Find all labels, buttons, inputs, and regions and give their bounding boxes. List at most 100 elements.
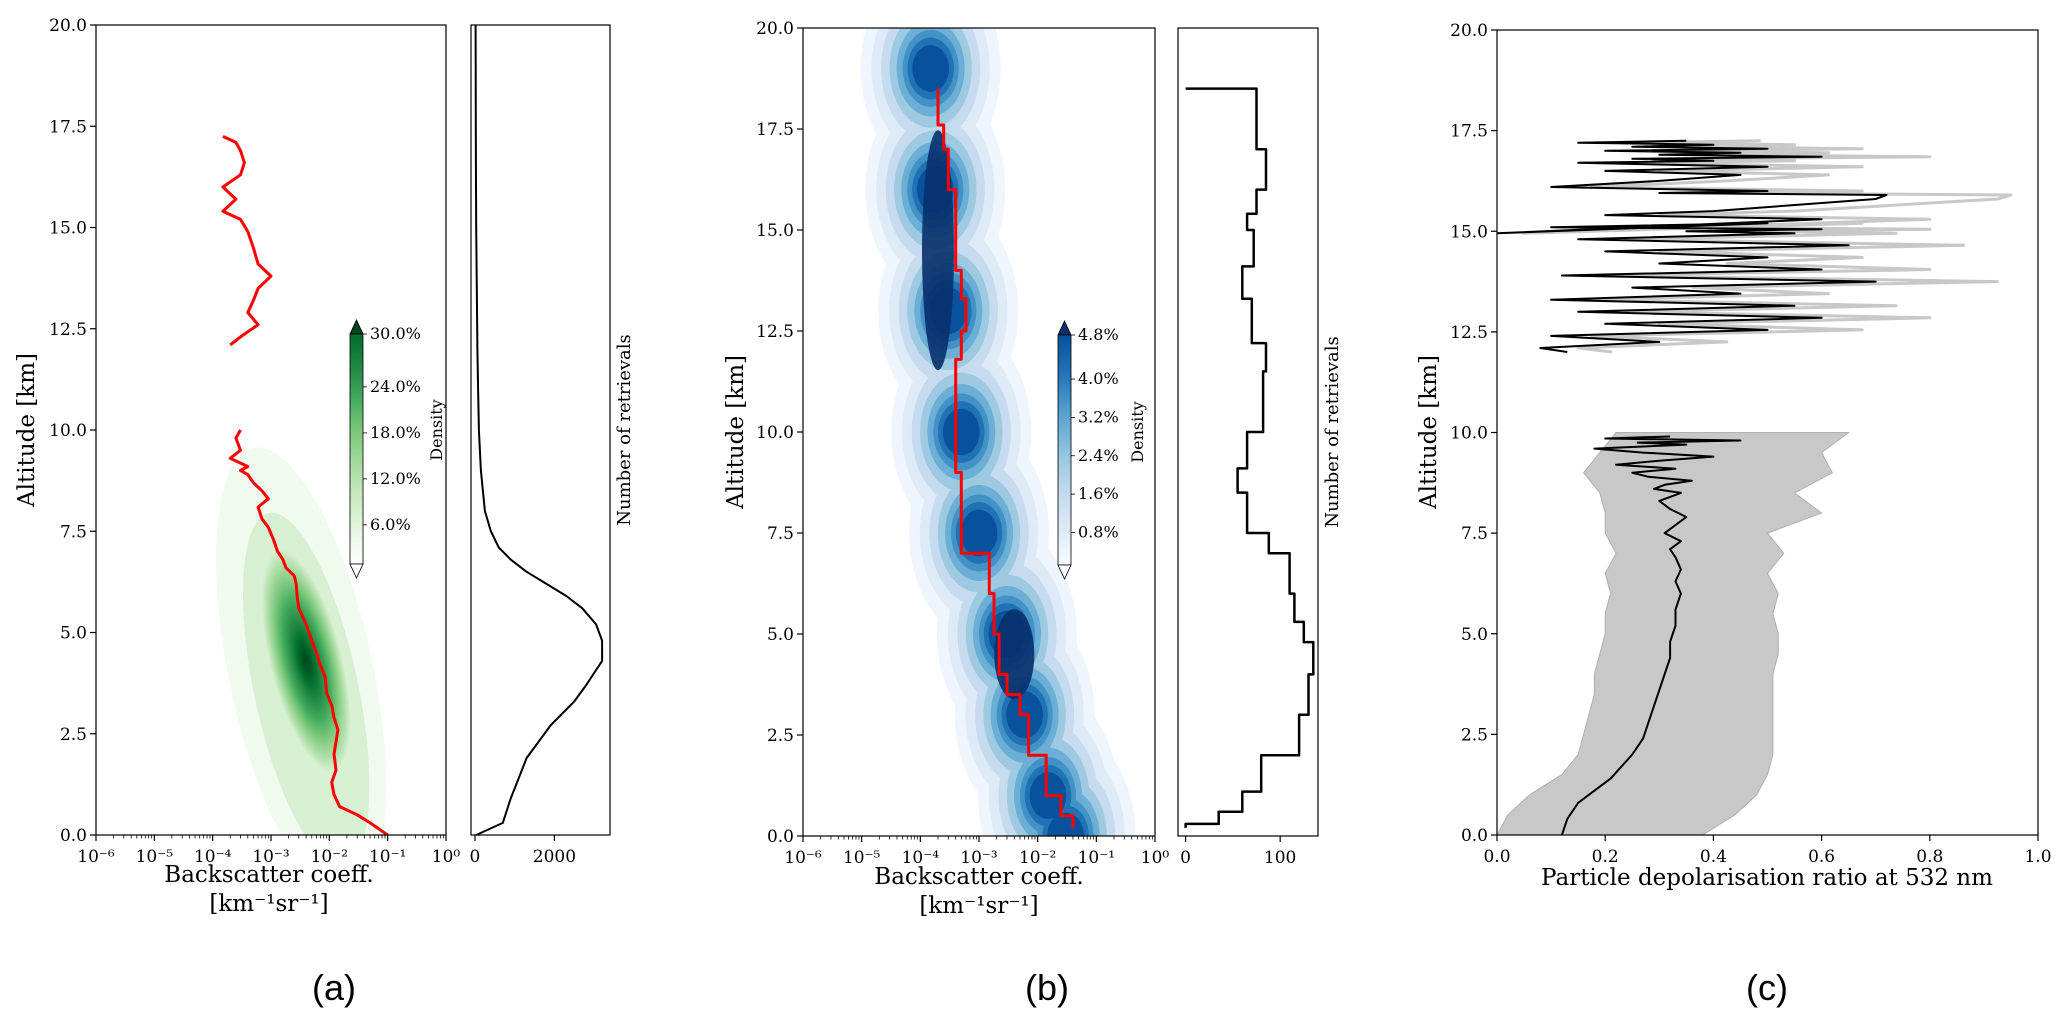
panel-c-ytick-label: 12.5 xyxy=(1450,323,1488,343)
panel-b-xtick-label: 10⁻⁶ xyxy=(784,848,822,868)
panel-a-xlabel-line1: Backscatter coeff. xyxy=(164,862,373,888)
panel-a-xtick-label: 10⁻⁴ xyxy=(194,847,232,867)
panel-a-main-frame xyxy=(95,24,447,836)
panel-c-frame xyxy=(1496,29,2039,836)
panel-b-ytick-label: 7.5 xyxy=(767,524,794,544)
panel-c-xtick-label: 1.0 xyxy=(2024,847,2051,867)
panel-b-ytick-label: 2.5 xyxy=(767,726,794,746)
panel-b-xlabel-line1: Backscatter coeff. xyxy=(874,864,1083,890)
panel-c-xtick-label: 0.8 xyxy=(1916,847,1943,867)
panel-a-xtick-label: 10⁻² xyxy=(311,847,348,867)
panel-a-ytick-label: 7.5 xyxy=(60,522,87,542)
panel-a-side-xtick-label: 2000 xyxy=(533,847,576,867)
panel-a-ytick-label: 2.5 xyxy=(60,725,87,745)
panel-c-series-line xyxy=(1560,435,1742,835)
panel-a-side-frame xyxy=(470,24,611,836)
panel-label-c: (c) xyxy=(1746,967,1788,1008)
panel-b-colorbar-tick-label: 4.8% xyxy=(1078,325,1119,344)
panel-b-ylabel: Altitude [km] xyxy=(723,355,749,510)
panel-a-colorbar-label: Density xyxy=(427,399,446,460)
panel-a-xtick-label: 10⁰ xyxy=(432,847,461,867)
panel-b-density-core-lower xyxy=(994,609,1035,700)
panel-b-density-layer xyxy=(942,408,980,456)
panel-b-density-layer xyxy=(912,45,950,92)
panel-b-colorbar-extend-top xyxy=(1057,320,1072,336)
panel-c-ytick-label: 0.0 xyxy=(1461,826,1488,846)
panel-b-ytick-label: 15.0 xyxy=(756,221,794,241)
panel-a-median-line xyxy=(228,429,389,835)
panel-c-ylabel: Altitude [km] xyxy=(1416,355,1442,510)
panel-a-retrieval-line xyxy=(474,24,604,836)
panel-b-xtick-label: 10⁻³ xyxy=(960,848,997,868)
panel-a-side-ylabel: Number of retrievals xyxy=(614,334,635,526)
panel-b-xtick-label: 10⁰ xyxy=(1141,848,1170,868)
panel-a-xtick-label: 10⁻³ xyxy=(252,847,289,867)
panel-label-a: (a) xyxy=(312,967,356,1008)
panel-b-colorbar-tick-label: 2.4% xyxy=(1078,446,1119,465)
panel-c-ytick-label: 7.5 xyxy=(1461,524,1488,544)
panel-b-xtick-label: 10⁻¹ xyxy=(1078,848,1115,868)
panel-a-ytick-label: 5.0 xyxy=(60,624,87,644)
panel-b-retrieval-line xyxy=(1184,87,1315,828)
panel-b-colorbar-tick-label: 0.8% xyxy=(1078,522,1119,541)
panel-a-colorbar-tick-label: 6.0% xyxy=(370,515,411,534)
panel-b-main-frame xyxy=(802,27,1156,837)
panel-c-ytick-label: 17.5 xyxy=(1450,122,1488,142)
panel-c-ytick-label: 20.0 xyxy=(1450,21,1488,41)
panel-b-colorbar-tick-label: 4.0% xyxy=(1078,369,1119,388)
panel-label-b: (b) xyxy=(1025,967,1069,1008)
panel-b-median-line xyxy=(936,88,1075,828)
panel-b-density-layer xyxy=(960,509,998,557)
panel-b-side-ylabel: Number of retrievals xyxy=(1322,336,1343,528)
panel-b-colorbar-tick-label: 1.6% xyxy=(1078,484,1119,503)
panel-c-xtick-label: 0.4 xyxy=(1700,847,1727,867)
panel-c-xtick-label: 0.6 xyxy=(1808,847,1835,867)
panel-a-ytick-label: 17.5 xyxy=(49,117,87,137)
panel-b-side-xtick-label: 0 xyxy=(1180,848,1191,868)
panel-a-colorbar-tick-label: 30.0% xyxy=(370,324,421,343)
panel-a: Backscatter coeff. [km⁻¹sr⁻¹] Altitude [… xyxy=(14,24,635,1008)
panel-a-ytick-label: 20.0 xyxy=(49,16,87,36)
panel-a-xtick-label: 10⁻¹ xyxy=(369,847,406,867)
panel-a-median-line xyxy=(221,135,273,347)
panel-a-colorbar-extend-bottom xyxy=(349,563,364,579)
panel-b-ytick-label: 17.5 xyxy=(756,120,794,140)
panel-b-side-frame xyxy=(1177,27,1319,837)
panel-a-density-core xyxy=(259,544,354,778)
panel-c: Particle depolarisation ratio at 532 nm … xyxy=(1416,29,2039,1008)
panel-a-colorbar xyxy=(349,333,364,565)
panel-c-ytick-label: 5.0 xyxy=(1461,625,1488,645)
panel-c-ytick-label: 15.0 xyxy=(1450,222,1488,242)
panel-b-ytick-label: 20.0 xyxy=(756,19,794,39)
panel-b-colorbar xyxy=(1057,334,1072,566)
panel-b-xlabel-line2: [km⁻¹sr⁻¹] xyxy=(919,893,1038,919)
panel-b-colorbar-extend-bottom xyxy=(1057,564,1072,580)
panel-a-density xyxy=(215,447,387,835)
panel-c-series-line xyxy=(1497,139,1888,353)
panel-c-ytick-label: 10.0 xyxy=(1450,424,1488,444)
panel-a-ytick-label: 15.0 xyxy=(49,219,87,239)
panel-b-colorbar-tick-label: 3.2% xyxy=(1078,407,1119,426)
panel-b-xtick-label: 10⁻⁴ xyxy=(902,848,940,868)
panel-a-colorbar-tick-label: 18.0% xyxy=(370,423,421,442)
panel-a-xlabel-line2: [km⁻¹sr⁻¹] xyxy=(209,891,328,917)
panel-a-ytick-label: 12.5 xyxy=(49,320,87,340)
panel-b-density-layer xyxy=(1047,812,1085,836)
panel-b-xtick-label: 10⁻⁵ xyxy=(843,848,881,868)
panel-a-ytick-label: 10.0 xyxy=(49,421,87,441)
panel-b: Backscatter coeff. [km⁻¹sr⁻¹] Altitude [… xyxy=(723,27,1343,1008)
panel-a-ytick-label: 0.0 xyxy=(60,826,87,846)
panel-b-colorbar-label: Density xyxy=(1128,401,1147,462)
panel-a-colorbar-tick-label: 24.0% xyxy=(370,377,421,396)
panel-c-xlabel: Particle depolarisation ratio at 532 nm xyxy=(1541,865,1993,891)
panel-c-xtick-label: 0.0 xyxy=(1483,847,1510,867)
panel-c-xtick-label: 0.2 xyxy=(1592,847,1619,867)
panel-b-density-core-upper xyxy=(921,130,954,371)
panel-b-ytick-label: 10.0 xyxy=(756,423,794,443)
panel-a-side-xtick-label: 0 xyxy=(470,847,481,867)
panel-a-colorbar-extend-top xyxy=(349,319,364,335)
panel-a-ylabel: Altitude [km] xyxy=(14,353,40,508)
panel-b-xtick-label: 10⁻² xyxy=(1019,848,1056,868)
panel-c-ytick-label: 2.5 xyxy=(1461,725,1488,745)
